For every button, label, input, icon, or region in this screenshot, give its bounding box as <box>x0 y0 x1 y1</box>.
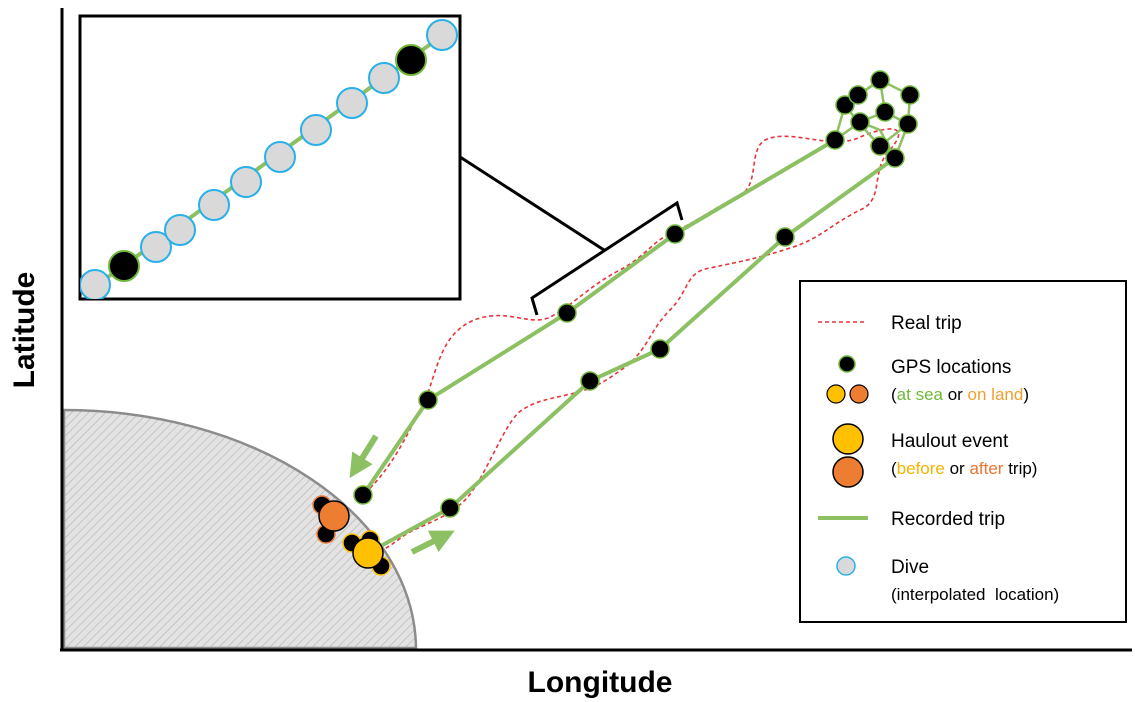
dive-point <box>336 87 368 119</box>
dive-point <box>230 166 262 198</box>
dive-inset-panel <box>78 14 462 301</box>
gps-point <box>885 148 905 168</box>
gps-point <box>440 498 460 518</box>
legend-dive-sub: (interpolated location) <box>891 585 1059 604</box>
legend-gps-label: GPS locations <box>891 357 1011 378</box>
gps-point <box>870 136 890 156</box>
legend-gps-land-after-icon <box>849 384 869 404</box>
gps-point <box>825 130 845 150</box>
gps-point <box>650 339 670 359</box>
inset-gps-point <box>108 250 140 282</box>
legend-haulout-sub: (before or after trip) <box>891 459 1037 478</box>
legend-dive-label: Dive <box>891 557 929 578</box>
dive-point <box>264 141 296 173</box>
dive-point <box>368 62 400 94</box>
legend: Real trip GPS locations (at sea or on la… <box>799 280 1127 623</box>
y-axis-label: Latitude <box>8 272 41 389</box>
dive-point <box>426 19 458 51</box>
gps-point <box>775 227 795 247</box>
recorded-trip-outbound <box>367 156 897 555</box>
dive-point <box>198 189 230 221</box>
legend-before-text: before <box>897 459 945 478</box>
dive-point <box>300 114 332 146</box>
gps-point <box>898 114 918 134</box>
legend-real-trip-label: Real trip <box>891 313 962 334</box>
legend-gps-icon <box>838 355 856 373</box>
gps-point <box>580 371 600 391</box>
gps-point <box>870 70 890 90</box>
outbound-direction-arrow <box>410 530 455 555</box>
return-direction-arrow <box>349 434 379 479</box>
gps-point <box>900 85 920 105</box>
legend-after-text: after <box>969 459 1003 478</box>
dive-points <box>80 19 458 299</box>
zoom-connector-line <box>456 153 605 252</box>
legend-on-land-text: on land <box>968 385 1024 404</box>
legend-haulout-label: Haulout event <box>891 431 1009 452</box>
gps-point <box>557 303 577 323</box>
gps-point <box>875 102 895 122</box>
legend-haulout-before-icon <box>832 423 864 455</box>
gps-locations-at-sea <box>353 70 920 518</box>
dive-point <box>140 231 172 263</box>
gps-point <box>418 390 438 410</box>
legend-gps-sub: (at sea or on land) <box>891 385 1029 404</box>
gps-point <box>850 112 870 132</box>
legend-gps-land-before-icon <box>826 384 846 404</box>
legend-haulout-after-icon <box>832 456 864 488</box>
land-area <box>62 408 418 650</box>
legend-recorded-trip-label: Recorded trip <box>891 509 1005 530</box>
gps-point <box>835 95 855 115</box>
legend-dive-icon <box>836 556 856 576</box>
dive-point <box>164 214 196 246</box>
x-axis-label: Longitude <box>528 666 673 699</box>
dive-point <box>80 269 111 299</box>
gps-point <box>353 485 373 505</box>
haulout-after-trip <box>318 500 350 532</box>
haulout-before-trip <box>352 537 384 569</box>
inset-gps-point <box>395 44 427 76</box>
gps-point <box>848 85 868 105</box>
real-trip-path <box>364 128 900 552</box>
legend-at-sea-text: at sea <box>897 385 944 404</box>
gps-point <box>665 224 685 244</box>
zoom-bracket <box>530 200 684 316</box>
